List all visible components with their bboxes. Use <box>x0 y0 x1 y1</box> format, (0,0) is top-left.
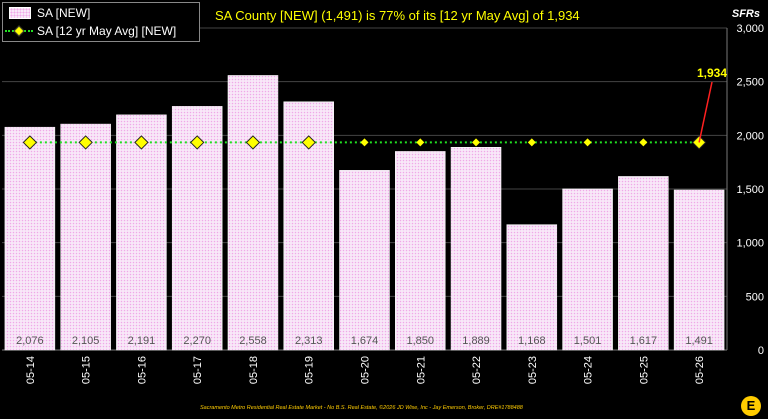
dotted-line-diamond-icon <box>5 25 33 37</box>
y-tick-label: 2,500 <box>736 77 764 89</box>
average-marker <box>639 138 648 147</box>
callout-leader <box>698 81 713 143</box>
y-tick-label: 1,500 <box>736 184 764 196</box>
bar-value-label: 1,889 <box>462 335 490 347</box>
x-tick-label: 05-22 <box>471 356 483 384</box>
average-marker <box>527 138 536 147</box>
unit-label: SFRs <box>731 8 760 20</box>
bar-value-label: 2,191 <box>128 335 156 347</box>
bar <box>618 176 669 351</box>
bar-value-label: 1,491 <box>685 335 713 347</box>
average-marker <box>245 135 261 150</box>
logo-icon: E <box>741 396 761 416</box>
bar <box>673 189 725 351</box>
bar-value-label: 1,501 <box>574 335 602 347</box>
bar <box>395 151 446 351</box>
average-marker <box>416 138 425 147</box>
average-marker <box>189 135 205 150</box>
bar-series: 2,076 2,105 2,191 2,270 2,558 2,313 1,674 1,850… <box>4 75 725 351</box>
x-tick-label: 05-19 <box>304 356 316 384</box>
x-tick-label: 05-14 <box>25 356 37 384</box>
legend-item-average: SA [12 yr May Avg] [NEW] <box>3 22 176 40</box>
average-marker <box>583 138 592 147</box>
bar-value-label: 1,617 <box>630 335 658 347</box>
bar <box>506 224 558 351</box>
callout-label: 1,934 <box>697 66 727 80</box>
bar-value-label: 1,674 <box>351 335 379 347</box>
x-tick-label: 05-17 <box>192 356 204 384</box>
chart-title: SA County [NEW] (1,491) is 77% of its [1… <box>215 8 580 23</box>
bar-value-label: 1,168 <box>518 335 546 347</box>
bar <box>339 170 390 351</box>
average-marker <box>360 138 369 147</box>
bar-value-label: 2,558 <box>239 335 267 347</box>
average-line-series <box>22 135 707 150</box>
average-marker <box>472 138 481 147</box>
x-axis: 05-14 05-15 05-16 05-17 05-18 05-19 05-20 05-21… <box>25 356 706 384</box>
bar <box>227 75 279 351</box>
average-marker <box>134 135 149 150</box>
y-tick-label: 1,000 <box>736 238 764 250</box>
y-tick-label: 500 <box>746 291 764 303</box>
bar <box>116 114 167 351</box>
legend-bar-label: SA [NEW] <box>37 6 91 20</box>
x-tick-label: 05-20 <box>360 356 372 384</box>
x-tick-label: 05-26 <box>694 356 706 384</box>
y-axis: 0 500 1,000 1,500 2,000 2,500 3,000 <box>736 23 764 357</box>
legend-item-bars: SA [NEW] <box>3 4 90 22</box>
bar-value-label: 1,850 <box>407 335 435 347</box>
y-tick-label: 3,000 <box>736 23 764 35</box>
x-tick-label: 05-15 <box>81 356 93 384</box>
bar-value-label: 2,105 <box>72 335 100 347</box>
average-marker <box>22 135 38 150</box>
bar <box>4 126 56 351</box>
legend: SA [NEW] SA [12 yr May Avg] [NEW] <box>2 2 200 42</box>
bar <box>562 188 613 351</box>
bar-value-label: 2,313 <box>295 335 323 347</box>
bar <box>60 123 111 351</box>
x-tick-label: 05-24 <box>583 356 595 384</box>
legend-line-label: SA [12 yr May Avg] [NEW] <box>37 24 177 38</box>
x-tick-label: 05-16 <box>136 356 148 384</box>
bar-swatch-icon <box>9 7 31 19</box>
footer-credit: Sacramento Metro Residential Real Estate… <box>200 405 523 411</box>
bar-value-label: 2,270 <box>183 335 211 347</box>
bar <box>450 146 502 351</box>
x-tick-label: 05-18 <box>248 356 260 384</box>
average-marker <box>78 135 93 150</box>
y-tick-label: 2,000 <box>736 130 764 142</box>
x-tick-label: 05-23 <box>527 356 539 384</box>
x-tick-label: 05-25 <box>638 356 650 384</box>
average-marker <box>301 135 316 150</box>
bar-value-label: 2,076 <box>16 335 44 347</box>
average-callout: 1,934 <box>697 66 727 143</box>
y-tick-label: 0 <box>758 345 764 357</box>
x-tick-label: 05-21 <box>415 356 427 384</box>
